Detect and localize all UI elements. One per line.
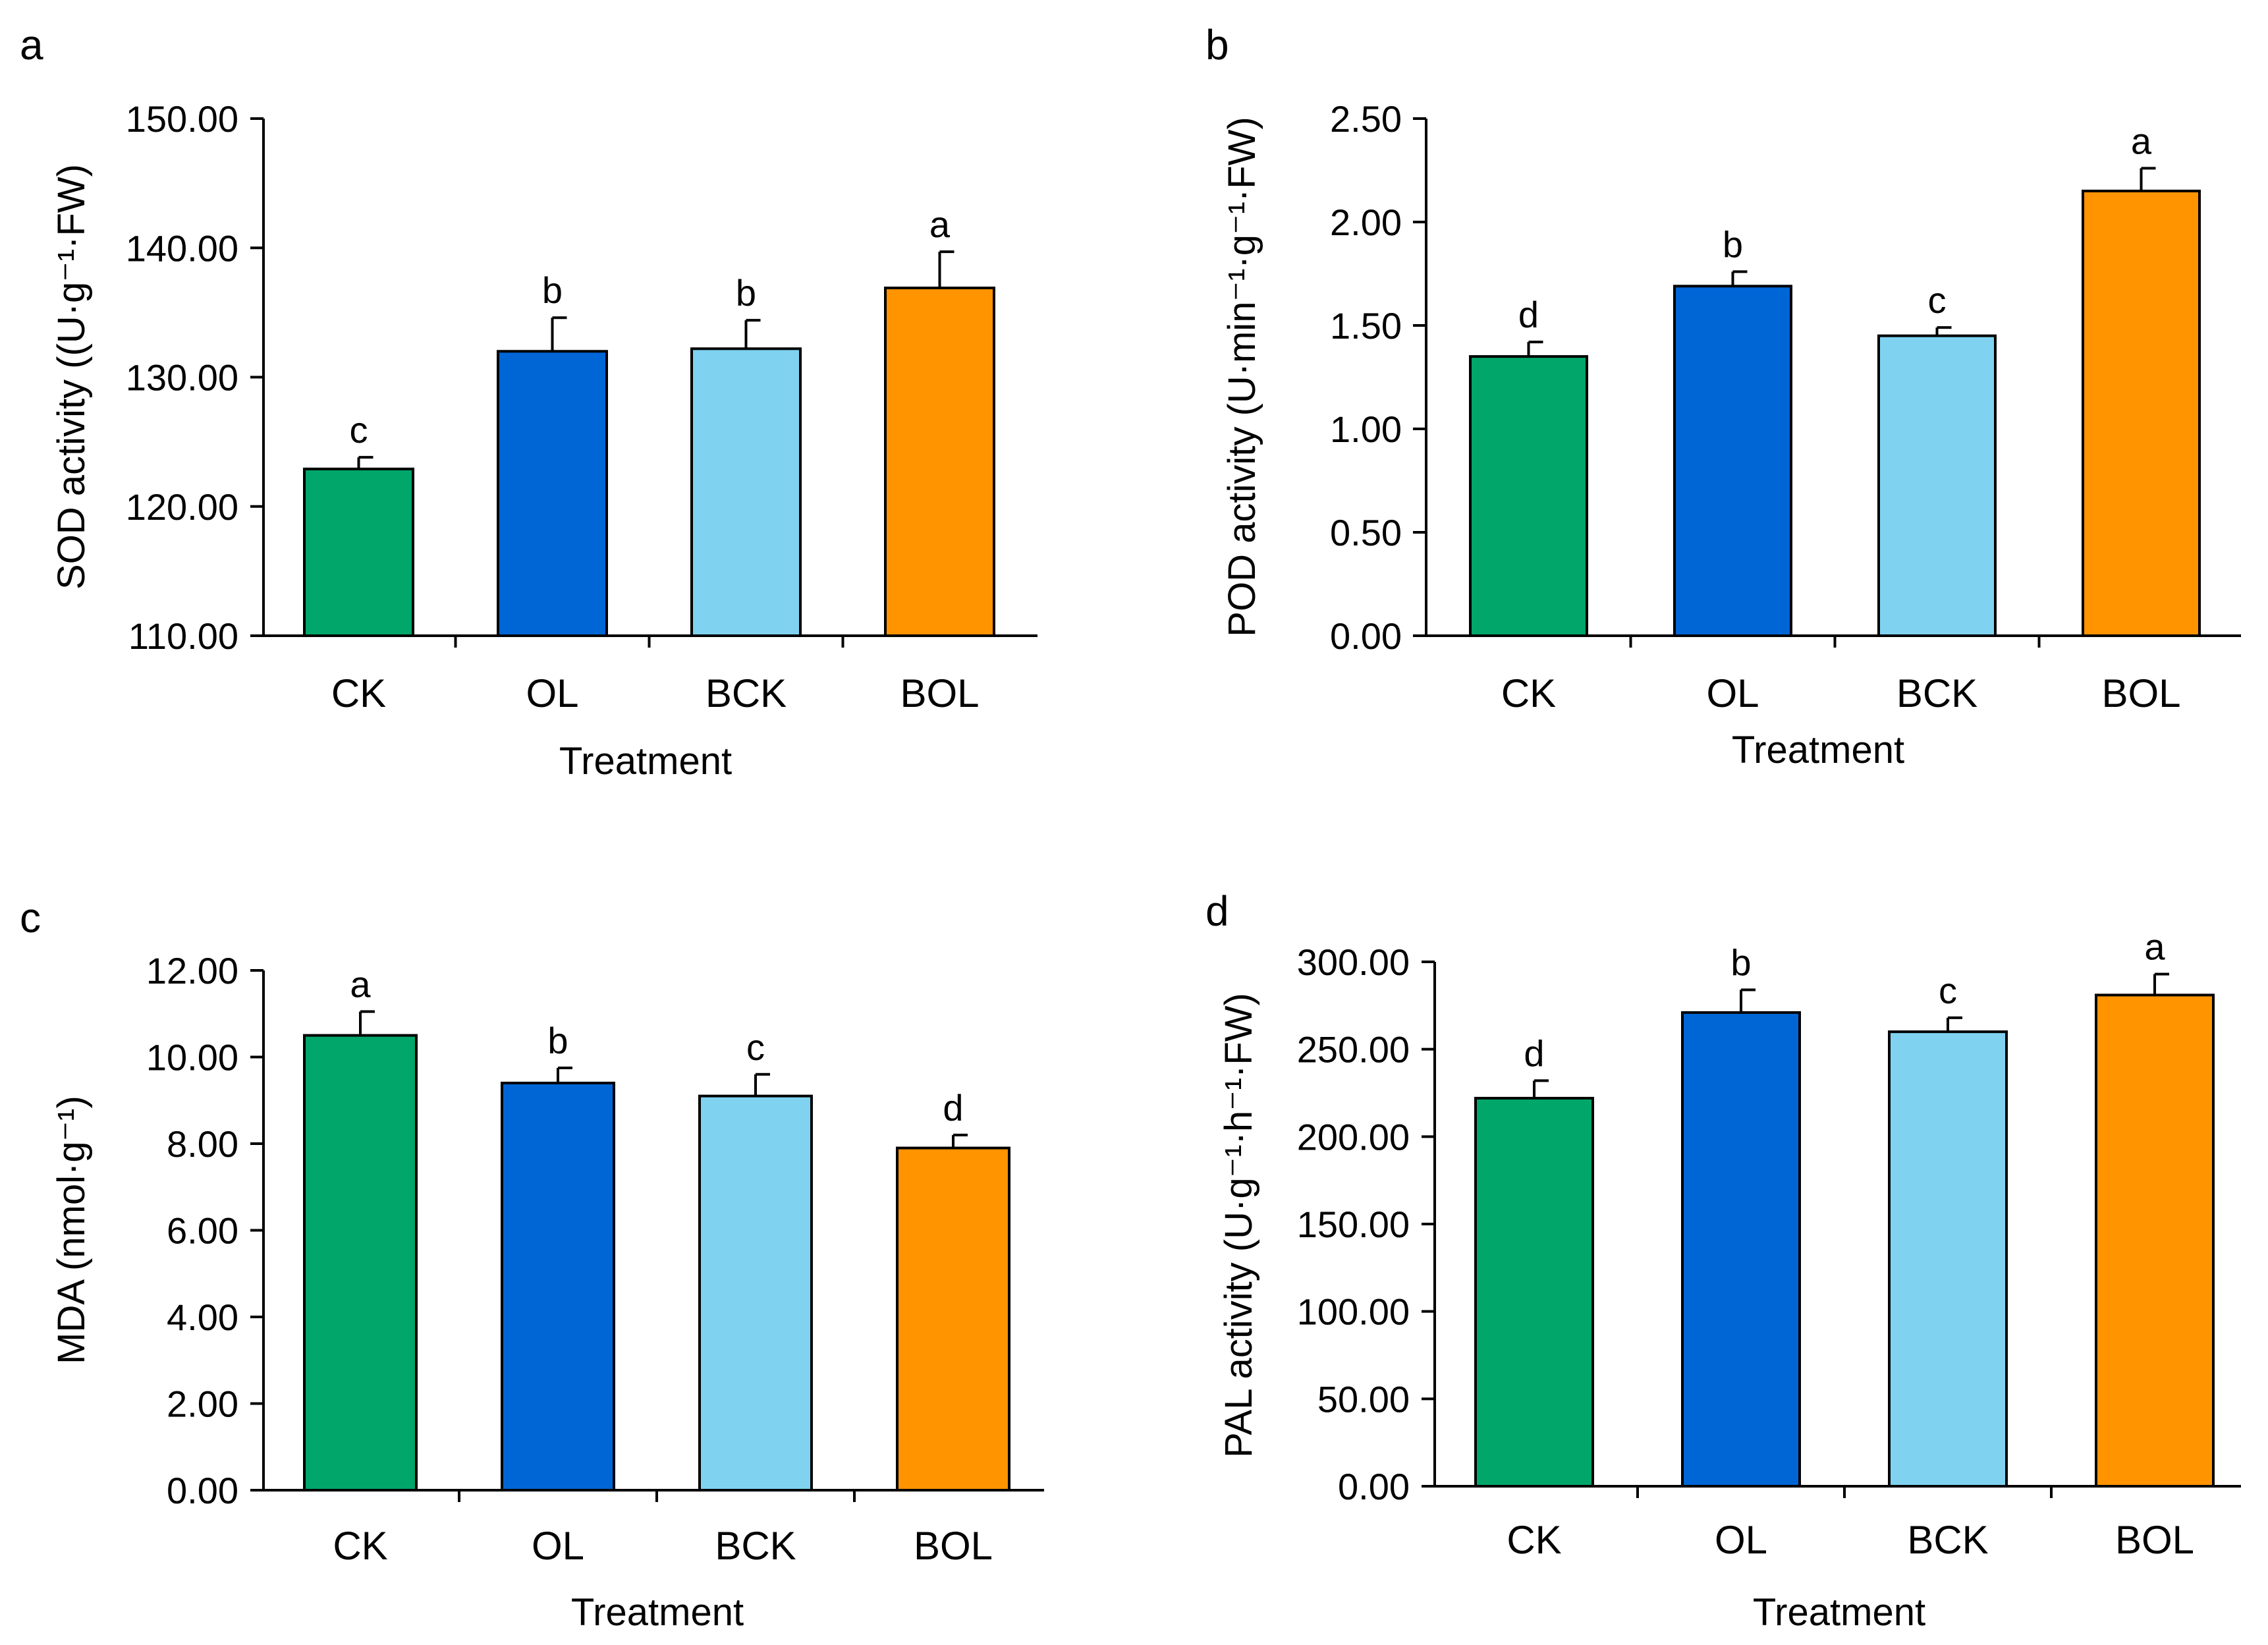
x-tick-label: BOL: [914, 1524, 993, 1568]
panel-letter: b: [1205, 21, 1229, 69]
significance-label: c: [1928, 279, 1947, 321]
panel-letter: c: [20, 894, 41, 941]
y-tick-label: 150.00: [126, 98, 238, 140]
y-tick-label: 1.00: [1330, 408, 1402, 450]
x-axis-title: Treatment: [1732, 729, 1904, 771]
panel-letter: a: [20, 21, 43, 69]
y-tick-label: 12.00: [146, 950, 238, 991]
significance-label: d: [1524, 1032, 1544, 1074]
significance-label: a: [2144, 926, 2165, 968]
x-tick-label: CK: [1501, 671, 1556, 715]
significance-label: a: [2131, 120, 2152, 161]
x-tick-label: CK: [331, 671, 386, 715]
bar-ol: [1673, 285, 1792, 637]
x-tick-label: BCK: [1907, 1518, 1988, 1562]
y-tick-label: 2.00: [167, 1383, 238, 1425]
y-axis-title: POD activity (U·min⁻¹·g⁻¹·FW): [1221, 117, 1263, 636]
bar-ol: [1681, 1011, 1801, 1488]
y-tick-label: 250.00: [1297, 1029, 1410, 1071]
y-tick-label: 0.50: [1330, 512, 1402, 553]
x-tick-label: BCK: [705, 671, 787, 715]
y-tick-label: 2.50: [1330, 98, 1402, 140]
bar-ol: [497, 350, 608, 637]
x-tick-label: OL: [532, 1524, 584, 1568]
y-tick-label: 50.00: [1317, 1378, 1410, 1420]
bar-ck: [1469, 355, 1588, 637]
significance-label: a: [350, 963, 371, 1005]
y-tick-label: 6.00: [167, 1210, 238, 1252]
chart-panel-a: a 110.00 120.00 130.00 140.00 150.00 c CK b OL b BC…: [20, 21, 1037, 783]
bar-bol: [2082, 189, 2201, 637]
y-tick-label: 0.00: [167, 1470, 238, 1511]
significance-label: b: [547, 1020, 568, 1061]
x-tick-label: OL: [1706, 671, 1759, 715]
bar-ck: [303, 467, 414, 638]
x-tick-label: BOL: [2115, 1518, 2194, 1562]
bar-ck: [303, 1034, 418, 1492]
x-axis-title: Treatment: [1753, 1591, 1925, 1634]
x-tick-label: OL: [526, 671, 578, 715]
panel-letter: d: [1205, 887, 1229, 935]
significance-label: c: [350, 409, 368, 451]
y-tick-label: 150.00: [1297, 1204, 1410, 1245]
x-axis-title: Treatment: [559, 740, 732, 783]
significance-label: c: [1939, 970, 1957, 1011]
bar-bck: [698, 1094, 813, 1492]
y-tick-label: 0.00: [1338, 1466, 1410, 1507]
chart-panel-b: b 0.00 0.50 1.00 1.50 2.00 2.50 d CK b OL c BCK a BOL T…: [1205, 21, 2241, 771]
bar-bck: [1877, 334, 1997, 637]
y-tick-label: 0.00: [1330, 615, 1402, 657]
x-tick-label: CK: [1507, 1518, 1561, 1562]
significance-label: a: [929, 204, 951, 245]
x-tick-label: BOL: [2101, 671, 2180, 715]
bar-bck: [690, 347, 802, 637]
y-tick-label: 8.00: [167, 1123, 238, 1165]
y-tick-label: 300.00: [1297, 941, 1410, 983]
bar-bol: [2095, 993, 2215, 1488]
significance-label: b: [736, 272, 756, 314]
bar-bol: [896, 1146, 1010, 1492]
x-tick-label: OL: [1715, 1518, 1767, 1562]
y-tick-label: 110.00: [128, 615, 238, 657]
y-axis-title: SOD activity ((U·g⁻¹·FW): [50, 164, 93, 590]
chart-panel-c: c 0.00 2.00 4.00 6.00 8.00 10.00 12.00 a CK b OL c BC…: [20, 894, 1044, 1634]
x-tick-label: BOL: [900, 671, 979, 715]
significance-label: b: [1730, 941, 1751, 983]
y-tick-label: 4.00: [167, 1296, 238, 1338]
y-tick-label: 2.00: [1330, 202, 1402, 243]
bar-ck: [1474, 1096, 1594, 1488]
bar-bck: [1888, 1030, 2008, 1488]
y-tick-label: 1.50: [1330, 305, 1402, 347]
y-tick-label: 10.00: [146, 1037, 238, 1078]
bar-bol: [884, 287, 995, 637]
x-tick-label: BCK: [715, 1524, 796, 1568]
y-tick-label: 100.00: [1297, 1291, 1410, 1333]
x-axis-title: Treatment: [571, 1591, 744, 1634]
chart-panel-d: d 0.00 50.00 100.00 150.00 200.00 250.00 300.00…: [1205, 887, 2241, 1634]
x-tick-label: BCK: [1896, 671, 1978, 715]
x-tick-label: CK: [333, 1524, 387, 1568]
y-tick-label: 200.00: [1297, 1116, 1410, 1157]
y-tick-label: 120.00: [126, 486, 238, 528]
y-tick-label: 140.00: [126, 227, 238, 269]
significance-label: d: [1518, 294, 1539, 335]
significance-label: b: [1723, 223, 1743, 265]
significance-label: c: [746, 1026, 765, 1068]
y-axis-title: PAL activity (U·g⁻¹·h⁻¹·FW): [1217, 993, 1260, 1458]
significance-label: d: [943, 1087, 963, 1129]
y-tick-label: 130.00: [126, 357, 238, 399]
significance-label: b: [542, 269, 563, 311]
bar-ol: [501, 1081, 615, 1492]
y-axis-title: MDA (nmol·g⁻¹): [50, 1096, 93, 1364]
